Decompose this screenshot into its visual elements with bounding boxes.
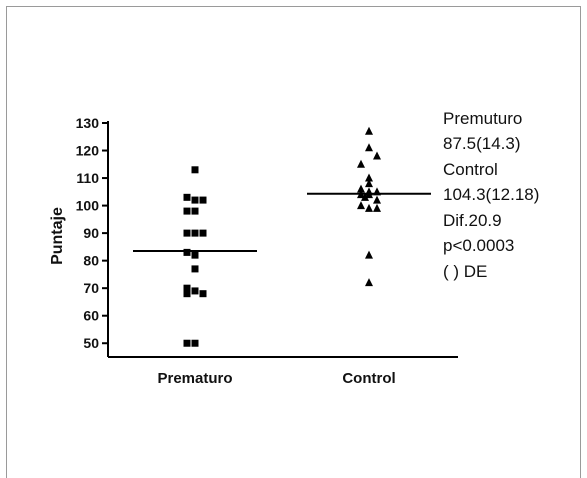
y-tick-label: 100 <box>76 198 100 214</box>
prematuro-point <box>183 193 191 201</box>
prematuro-point <box>199 290 207 298</box>
prematuro-point <box>191 166 199 174</box>
y-axis-ticks: 50 60 70 80 90 100 110 120 130 <box>76 115 108 351</box>
control-point <box>365 179 373 188</box>
annotation-line-7: ( ) DE <box>443 262 487 281</box>
prematuro-point <box>191 339 199 347</box>
control-point <box>365 278 373 287</box>
control-point <box>373 151 381 160</box>
control-point <box>365 173 373 182</box>
y-axis-title: Puntaje <box>49 207 66 265</box>
prematuro-point <box>191 287 199 295</box>
y-tick-label: 60 <box>83 308 99 324</box>
prematuro-point <box>191 229 199 237</box>
control-point <box>373 203 381 212</box>
control-point <box>361 192 369 201</box>
data-points <box>183 126 381 347</box>
prematuro-point <box>183 207 191 215</box>
control-point <box>357 201 365 210</box>
control-point <box>357 159 365 168</box>
prematuro-point <box>191 265 199 273</box>
y-tick-label: 50 <box>83 335 99 351</box>
mean-lines <box>133 192 431 253</box>
prematuro-point <box>191 207 199 215</box>
y-tick-label: 90 <box>83 225 99 241</box>
prematuro-point <box>199 229 207 237</box>
prematuro-point <box>183 229 191 237</box>
category-label-prematuro: Prematuro <box>157 370 232 387</box>
category-label-control: Control <box>342 370 395 387</box>
y-tick-label: 80 <box>83 253 99 269</box>
annotation-line-3: Control <box>443 160 498 179</box>
y-tick-label: 120 <box>76 143 100 159</box>
annotation-line-4: 104.3(12.18) <box>443 185 539 204</box>
y-tick-label: 70 <box>83 280 99 296</box>
figure-frame <box>6 6 581 478</box>
control-point <box>365 126 373 135</box>
annotation-line-1: Premuturo <box>443 109 522 128</box>
prematuro-point <box>191 196 199 204</box>
annotation-line-2: 87.5(14.3) <box>443 134 521 153</box>
control-point <box>357 184 365 193</box>
control-point <box>365 250 373 259</box>
annotation-line-5: Dif.20.9 <box>443 211 502 230</box>
prematuro-point <box>183 248 191 256</box>
control-point <box>365 143 373 152</box>
y-tick-label: 130 <box>76 115 100 131</box>
prematuro-point <box>183 290 191 298</box>
prematuro-point <box>191 251 199 259</box>
annotation-line-6: p<0.0003 <box>443 236 514 255</box>
y-tick-label: 110 <box>76 170 99 186</box>
prematuro-point <box>199 196 207 204</box>
control-point <box>373 195 381 204</box>
control-point <box>365 203 373 212</box>
prematuro-point <box>183 339 191 347</box>
prematuro-point <box>183 284 191 292</box>
